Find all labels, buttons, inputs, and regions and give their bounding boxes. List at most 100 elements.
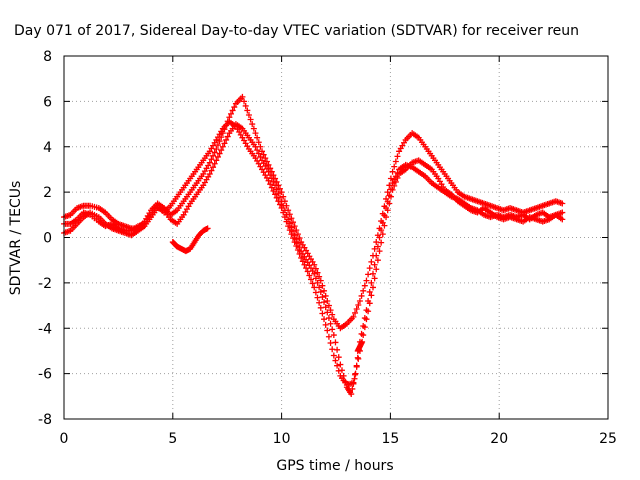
data-point [368, 279, 375, 286]
data-point [254, 134, 261, 141]
data-point [325, 302, 332, 309]
data-point [228, 110, 235, 117]
data-point [350, 313, 357, 320]
data-point [206, 170, 213, 177]
data-point [272, 182, 279, 189]
tick-labels: 0 5 10 15 20 25 -8 -6 -4 -2 0 2 4 6 8 [38, 49, 617, 447]
data-point [250, 125, 257, 132]
data-point [268, 184, 275, 191]
data-point [353, 305, 360, 312]
data-point [283, 218, 290, 225]
data-point [267, 181, 274, 188]
data-point [363, 316, 370, 323]
data-point [366, 300, 373, 307]
data-point [394, 174, 401, 181]
data-point [392, 158, 399, 165]
data-point [327, 339, 334, 346]
data-point [210, 164, 217, 171]
data-point [208, 167, 215, 174]
data-point [211, 149, 218, 156]
data-point [314, 294, 321, 301]
data-point [296, 235, 303, 242]
data-point [213, 157, 220, 164]
data-point [334, 362, 341, 369]
data-point [330, 332, 337, 339]
data-point [378, 239, 385, 246]
data-point [275, 198, 282, 205]
data-point [386, 200, 393, 207]
data-point [204, 225, 211, 232]
data-point [387, 175, 394, 182]
x-tick-label: 5 [168, 431, 177, 447]
data-point [208, 156, 215, 163]
data-point [559, 200, 566, 207]
data-point [254, 147, 261, 154]
data-point [360, 332, 367, 339]
data-point [285, 223, 292, 230]
data-point [374, 257, 381, 264]
data-point [391, 163, 398, 170]
data-point [239, 93, 246, 100]
data-point [255, 139, 262, 146]
data-point [214, 153, 221, 160]
data-point [389, 186, 396, 193]
data-point [365, 308, 372, 315]
data-point [322, 321, 329, 328]
data-point [263, 158, 270, 165]
data-point [378, 227, 385, 234]
data-points [61, 93, 566, 398]
data-point [324, 298, 331, 305]
data-point [376, 234, 383, 241]
data-point [252, 130, 259, 137]
data-point [368, 292, 375, 299]
data-point [369, 284, 376, 291]
data-point [352, 309, 359, 316]
data-point [294, 246, 301, 253]
x-axis-label: GPS time / hours [276, 458, 393, 474]
data-point [329, 346, 336, 353]
data-point [355, 301, 362, 308]
data-point [211, 160, 218, 167]
data-point [394, 153, 401, 160]
data-point [327, 307, 334, 314]
data-point [276, 201, 283, 208]
data-point [392, 178, 399, 185]
data-point [559, 216, 566, 223]
y-tick-label: 4 [43, 140, 52, 156]
data-point [306, 272, 313, 279]
data-point [355, 355, 362, 362]
data-point [359, 338, 366, 345]
data-point [280, 209, 287, 216]
data-point [216, 138, 223, 145]
data-point [360, 287, 367, 294]
data-point [353, 363, 360, 370]
data-point [329, 311, 336, 318]
x-tick-label: 25 [599, 431, 617, 447]
data-point [312, 275, 319, 282]
data-point [322, 292, 329, 299]
data-point [296, 250, 303, 257]
data-point [371, 245, 378, 252]
x-tick-label: 10 [273, 431, 291, 447]
data-point [324, 327, 331, 334]
y-tick-label: 2 [43, 185, 52, 201]
data-point [389, 168, 396, 175]
data-point [384, 207, 391, 214]
data-point [325, 315, 332, 322]
data-point [368, 258, 375, 265]
data-point [290, 219, 297, 226]
data-point [314, 269, 321, 276]
x-tick-label: 20 [490, 431, 508, 447]
data-point [223, 136, 230, 143]
y-tick-label: -8 [38, 412, 52, 428]
y-tick-label: -6 [38, 367, 52, 383]
data-point [210, 152, 217, 159]
data-point [559, 209, 566, 216]
data-point [349, 385, 356, 392]
data-point [321, 316, 328, 323]
data-point [371, 275, 378, 282]
y-tick-label: 6 [43, 94, 52, 110]
data-point [311, 284, 318, 291]
data-point [245, 111, 252, 118]
y-tick-label: -2 [38, 276, 52, 292]
